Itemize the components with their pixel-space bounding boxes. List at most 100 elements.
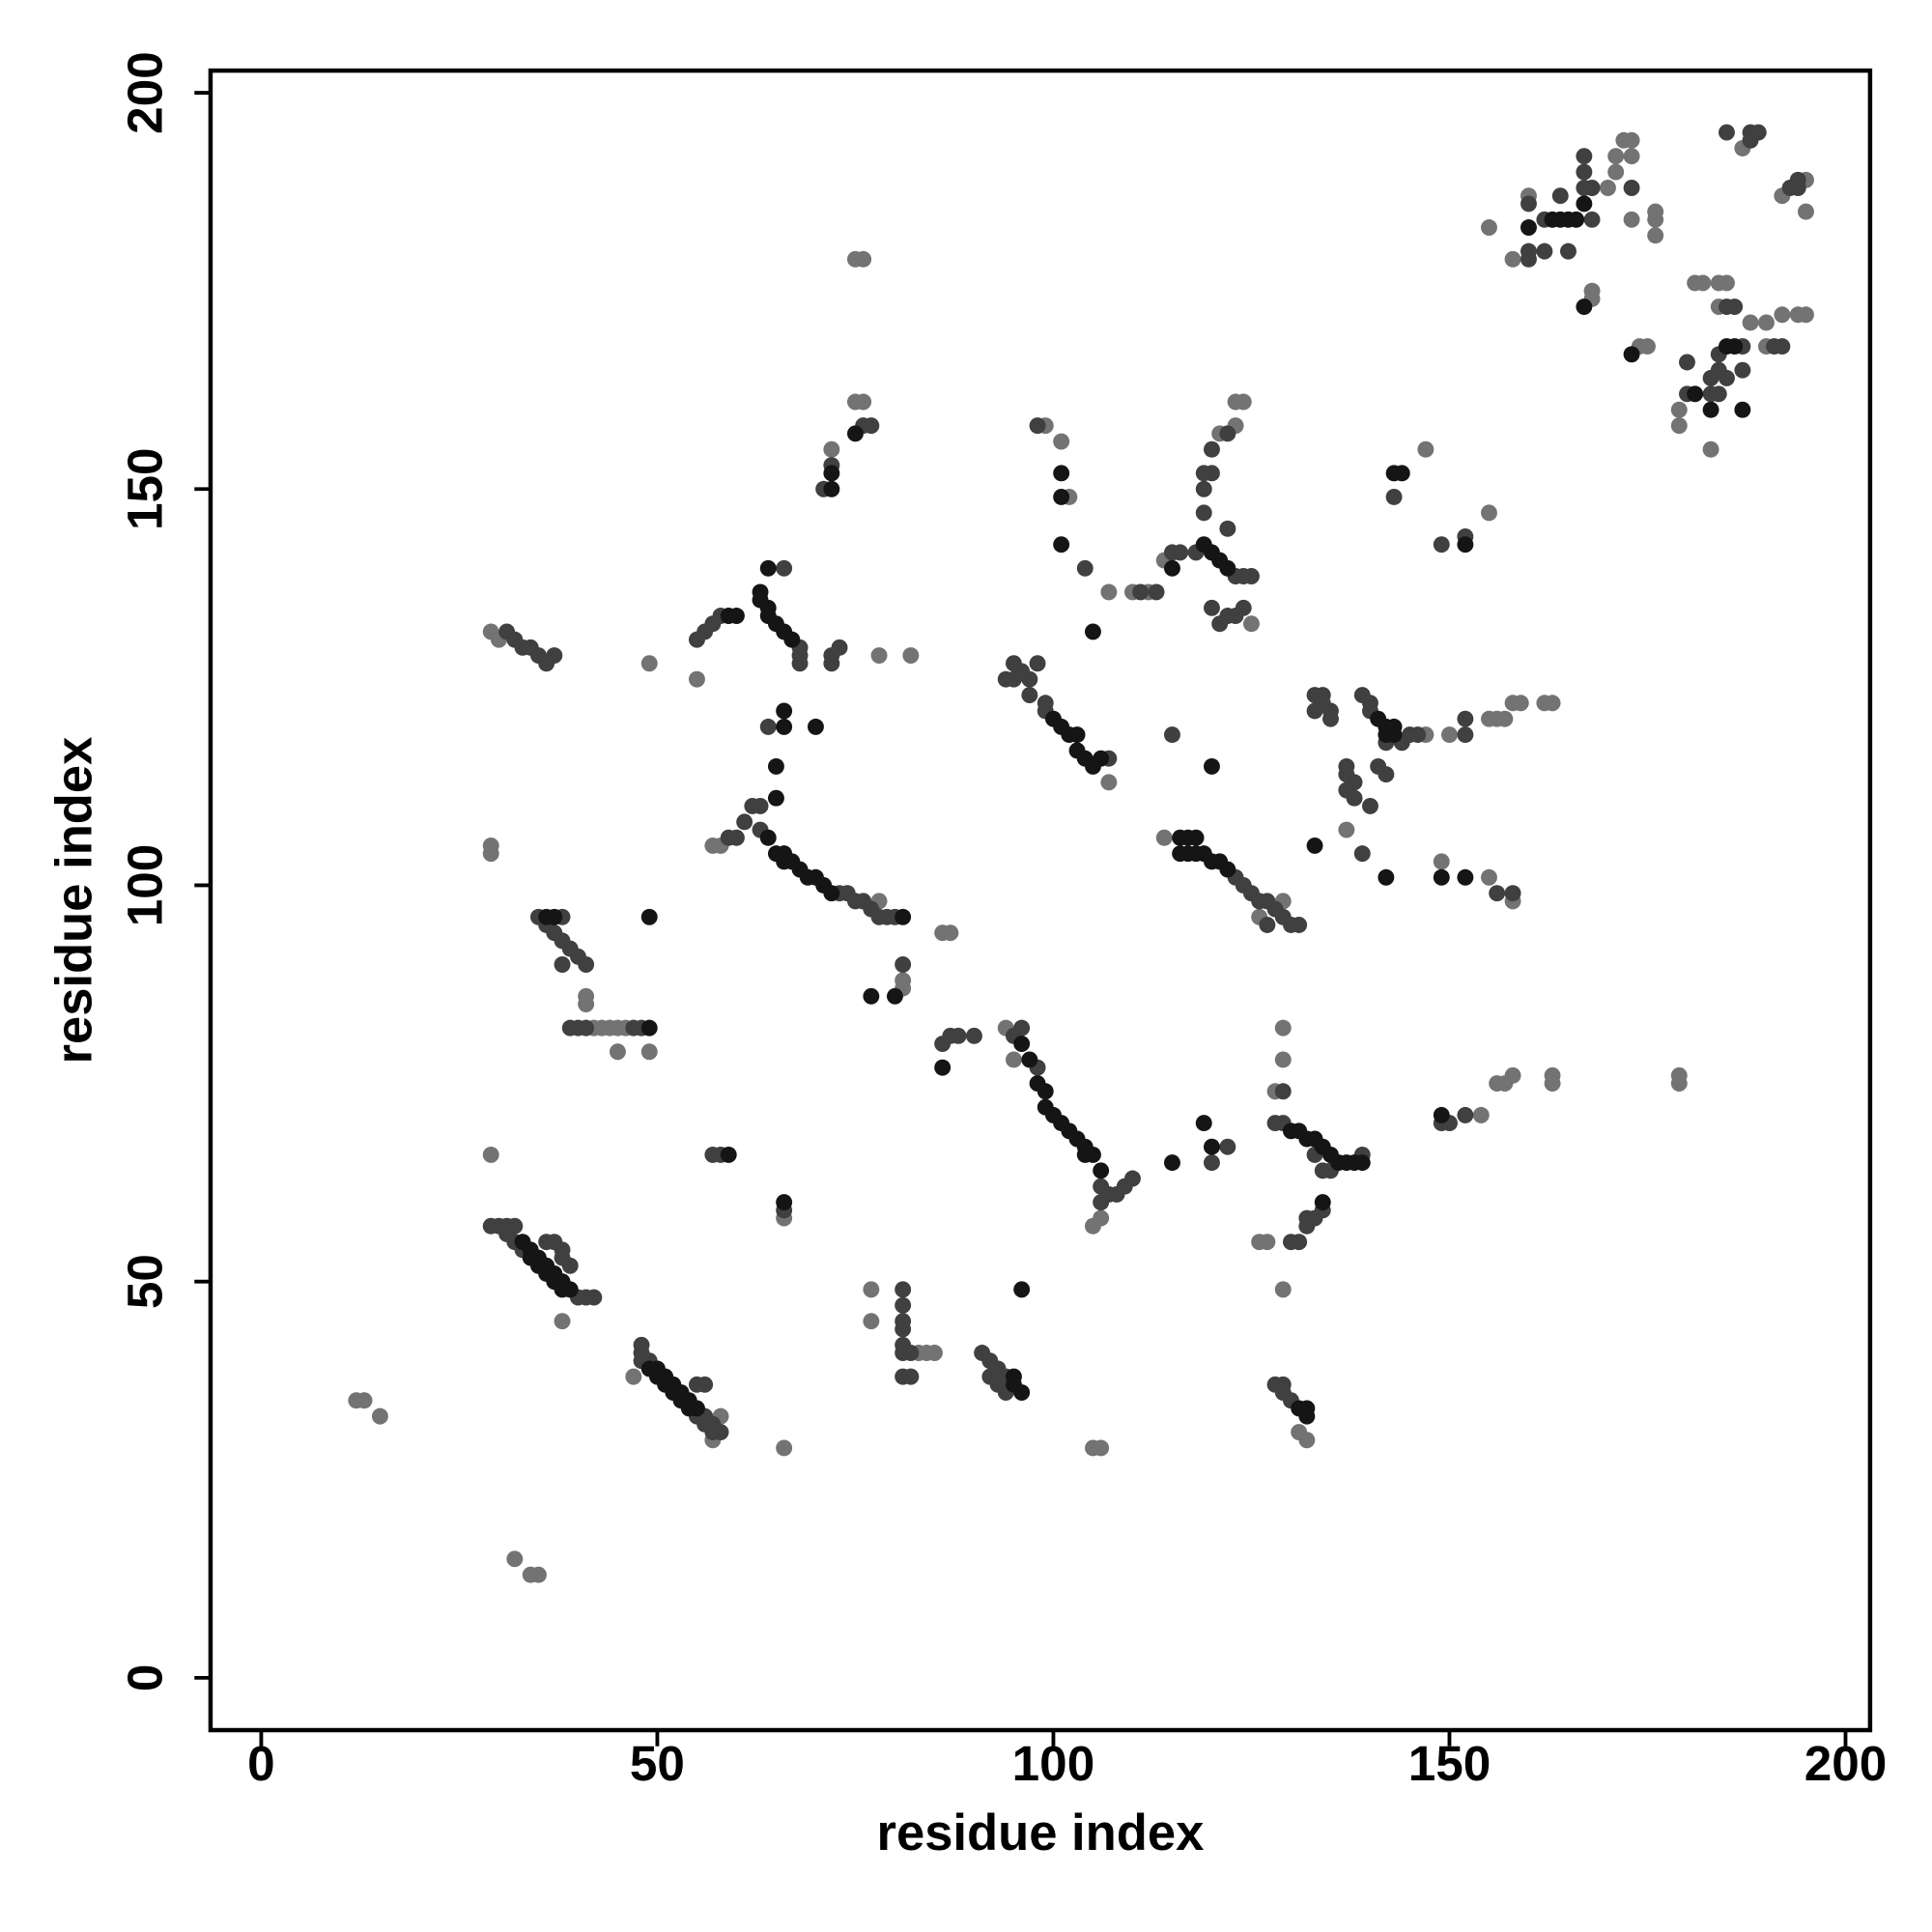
point xyxy=(886,987,903,1005)
point xyxy=(1512,695,1529,712)
point xyxy=(1694,274,1712,292)
point xyxy=(1774,306,1791,324)
point xyxy=(1481,219,1497,236)
point xyxy=(1378,868,1395,886)
x-tick-label: 50 xyxy=(630,1736,685,1791)
point xyxy=(1758,314,1775,331)
point xyxy=(1576,195,1593,213)
point xyxy=(1251,1234,1268,1251)
point xyxy=(1100,774,1118,791)
y-axis-label: residue index xyxy=(46,737,103,1065)
point xyxy=(1639,338,1656,355)
point xyxy=(1084,1146,1101,1163)
point xyxy=(1093,1439,1110,1457)
point xyxy=(1346,789,1363,807)
point xyxy=(1203,440,1220,458)
point xyxy=(1647,203,1664,220)
point xyxy=(554,956,571,973)
point xyxy=(1195,1115,1212,1132)
point xyxy=(578,956,595,973)
point xyxy=(1607,163,1625,181)
point xyxy=(807,718,824,735)
point xyxy=(1378,766,1395,783)
point xyxy=(1385,488,1403,505)
point xyxy=(1021,687,1038,704)
point xyxy=(561,1257,579,1274)
point xyxy=(1148,583,1165,601)
point xyxy=(870,647,888,665)
point xyxy=(1433,868,1450,886)
point xyxy=(1187,829,1205,846)
point xyxy=(640,1043,658,1061)
point xyxy=(1314,1194,1331,1211)
point xyxy=(863,1281,880,1298)
point xyxy=(759,559,777,577)
point xyxy=(776,1439,793,1457)
point xyxy=(1029,655,1046,672)
point xyxy=(1338,821,1355,838)
point xyxy=(895,908,912,925)
point xyxy=(1576,163,1593,181)
y-tick-label: 50 xyxy=(117,1254,172,1309)
point xyxy=(640,655,658,672)
point xyxy=(688,1376,705,1393)
point xyxy=(1742,314,1759,331)
point xyxy=(1798,306,1814,324)
point xyxy=(855,250,872,268)
point xyxy=(1583,211,1601,228)
point xyxy=(546,908,563,925)
point xyxy=(1053,536,1070,554)
point xyxy=(1203,599,1220,616)
point xyxy=(1203,1138,1220,1155)
point xyxy=(1195,504,1212,522)
point xyxy=(720,1146,737,1163)
point xyxy=(823,885,840,902)
plot-frame xyxy=(208,68,1873,1733)
point xyxy=(1774,338,1791,355)
point xyxy=(767,789,784,807)
point xyxy=(1734,401,1751,418)
point xyxy=(482,845,499,863)
point xyxy=(640,1019,658,1037)
point xyxy=(1441,726,1458,744)
point xyxy=(1504,250,1521,268)
point xyxy=(1679,354,1695,371)
point xyxy=(1132,583,1150,601)
point xyxy=(1457,710,1474,727)
point xyxy=(1481,504,1497,522)
point xyxy=(546,647,563,665)
point xyxy=(1274,1019,1292,1037)
point xyxy=(1623,131,1640,149)
point xyxy=(1472,1106,1490,1123)
point xyxy=(1385,726,1403,744)
point xyxy=(1053,488,1070,505)
point xyxy=(1719,274,1735,292)
x-axis-label: residue index xyxy=(877,1804,1205,1861)
point xyxy=(1726,338,1744,355)
point xyxy=(727,829,745,846)
point xyxy=(1670,401,1688,418)
point xyxy=(1274,1051,1292,1068)
point xyxy=(1093,1162,1110,1179)
x-tick-label: 100 xyxy=(1012,1736,1095,1791)
point xyxy=(895,956,912,973)
point xyxy=(925,1345,943,1361)
point xyxy=(1623,148,1640,165)
point xyxy=(1053,465,1070,482)
point xyxy=(1568,211,1585,228)
point xyxy=(1433,536,1450,554)
point xyxy=(1291,917,1308,933)
point xyxy=(1021,1051,1038,1068)
point xyxy=(688,1400,705,1417)
point xyxy=(1100,583,1118,601)
y-tick-label: 150 xyxy=(117,447,172,530)
point xyxy=(1433,1106,1450,1123)
point xyxy=(1093,1209,1110,1227)
point xyxy=(1362,797,1378,814)
point xyxy=(1687,385,1704,403)
point xyxy=(1219,861,1236,878)
point xyxy=(767,757,784,775)
point xyxy=(1021,670,1038,688)
point xyxy=(1583,180,1601,196)
point xyxy=(554,1313,571,1330)
